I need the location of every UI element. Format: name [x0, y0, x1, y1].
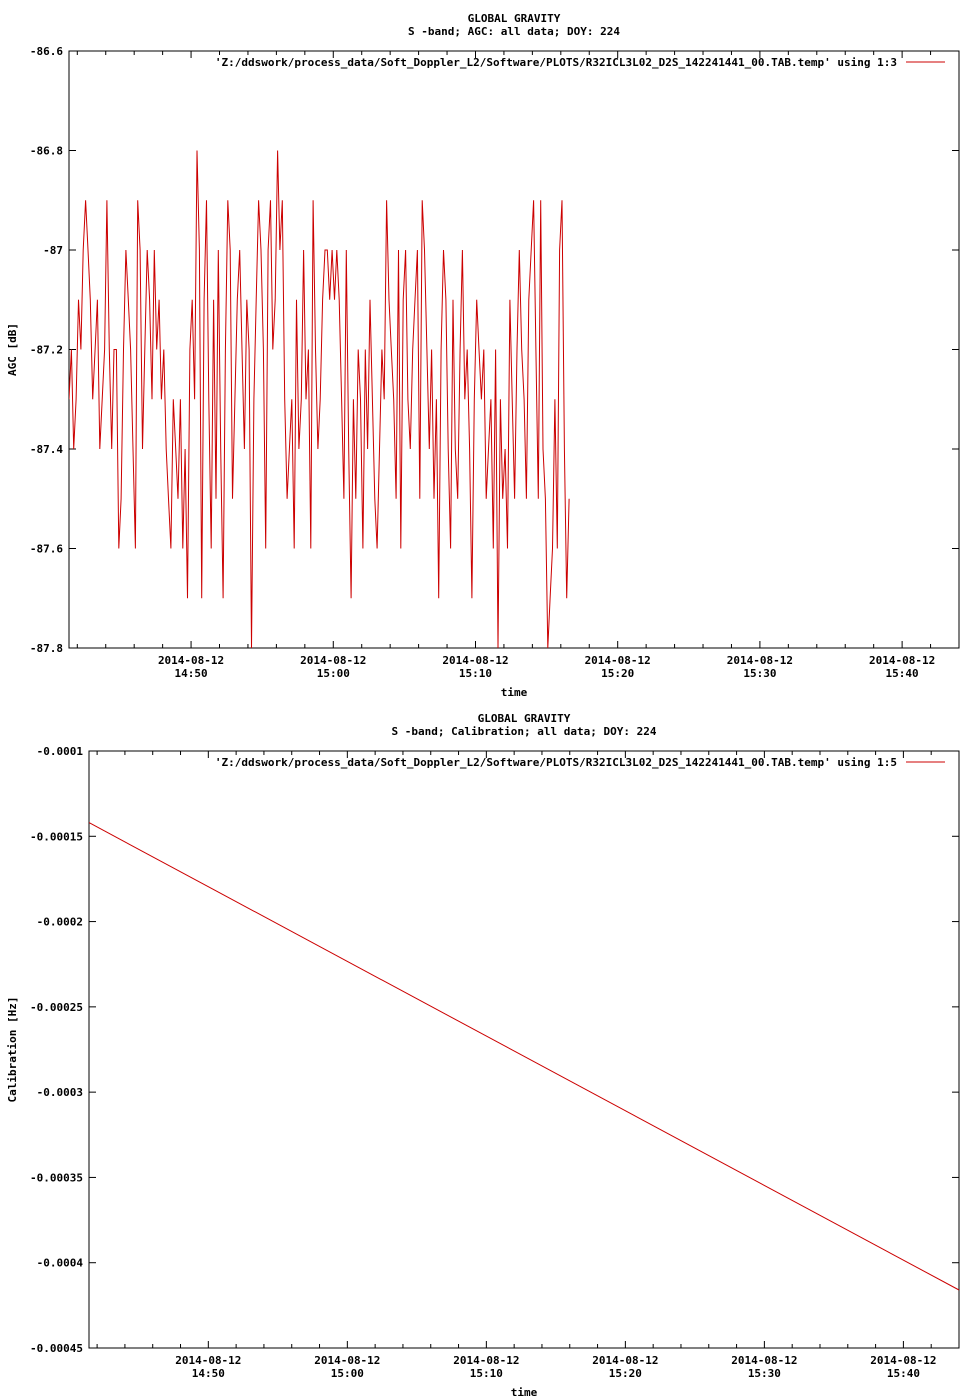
y-tick-label: -0.0002 — [37, 916, 83, 929]
y-tick-label: -0.0001 — [37, 745, 84, 758]
x-tick-date-label: 2014-08-12 — [175, 1354, 241, 1367]
x-tick-time-label: 15:30 — [748, 1367, 781, 1380]
x-tick-date-label: 2014-08-12 — [442, 654, 508, 667]
x-tick-date-label: 2014-08-12 — [731, 1354, 797, 1367]
x-tick-time-label: 14:50 — [175, 667, 208, 680]
y-tick-label: -0.00015 — [30, 830, 83, 843]
x-tick-date-label: 2014-08-12 — [158, 654, 224, 667]
chart-subtitle: S -band; Calibration; all data; DOY: 224 — [392, 725, 657, 738]
x-tick-date-label: 2014-08-12 — [314, 1354, 380, 1367]
y-tick-label: -87.4 — [30, 443, 63, 456]
x-tick-date-label: 2014-08-12 — [870, 1354, 936, 1367]
y-tick-label: -0.0004 — [37, 1257, 84, 1270]
chart-title: GLOBAL GRAVITY — [468, 12, 561, 25]
x-tick-time-label: 14:50 — [192, 1367, 225, 1380]
y-tick-label: -87.8 — [30, 642, 63, 655]
x-tick-date-label: 2014-08-12 — [453, 1354, 519, 1367]
x-tick-time-label: 15:30 — [743, 667, 776, 680]
plot-frame — [88, 750, 960, 1349]
y-axis-label: Calibration [Hz] — [6, 997, 19, 1103]
y-axis-label: AGC [dB] — [6, 323, 19, 376]
y-tick-label: -87.6 — [30, 543, 63, 556]
y-tick-label: -86.6 — [30, 45, 63, 58]
x-tick-date-label: 2014-08-12 — [592, 1354, 658, 1367]
x-tick-time-label: 15:00 — [317, 667, 350, 680]
chart-title: GLOBAL GRAVITY — [478, 712, 571, 725]
y-tick-label: -0.00035 — [30, 1171, 83, 1184]
y-tick-label: -0.00025 — [30, 1001, 83, 1014]
y-tick-label: -0.0003 — [37, 1086, 83, 1099]
series-line — [89, 822, 959, 1291]
x-tick-time-label: 15:10 — [470, 1367, 503, 1380]
chart-subtitle: S -band; AGC: all data; DOY: 224 — [408, 25, 620, 38]
x-tick-time-label: 15:20 — [601, 667, 634, 680]
x-tick-date-label: 2014-08-12 — [300, 654, 366, 667]
legend-label: 'Z:/ddswork/process_data/Soft_Doppler_L2… — [215, 756, 897, 769]
legend-label: 'Z:/ddswork/process_data/Soft_Doppler_L2… — [215, 56, 897, 69]
x-tick-date-label: 2014-08-12 — [585, 654, 651, 667]
x-tick-time-label: 15:10 — [459, 667, 492, 680]
x-tick-date-label: 2014-08-12 — [869, 654, 935, 667]
x-tick-time-label: 15:40 — [886, 667, 919, 680]
x-axis-label: time — [501, 686, 528, 699]
y-tick-label: -87 — [43, 244, 63, 257]
x-tick-time-label: 15:20 — [609, 1367, 642, 1380]
x-axis-label: time — [511, 1386, 538, 1399]
x-tick-time-label: 15:40 — [887, 1367, 920, 1380]
y-tick-label: -0.00045 — [30, 1342, 83, 1355]
y-tick-label: -86.8 — [30, 145, 63, 158]
x-tick-time-label: 15:00 — [331, 1367, 364, 1380]
x-tick-date-label: 2014-08-12 — [727, 654, 793, 667]
y-tick-label: -87.2 — [30, 344, 63, 357]
series-line — [69, 150, 570, 648]
